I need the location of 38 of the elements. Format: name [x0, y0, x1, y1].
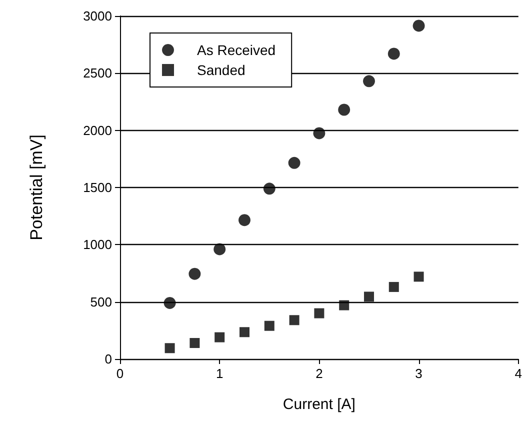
y-tick-label: 1500 [83, 180, 112, 195]
point [214, 243, 226, 256]
x-axis-title: Current [A] [282, 396, 356, 413]
point [264, 320, 274, 331]
legend-label: Sanded [197, 62, 246, 78]
point [263, 182, 276, 195]
point [164, 343, 175, 354]
point [388, 48, 400, 60]
point [238, 214, 250, 226]
point [214, 332, 225, 342]
point [364, 292, 374, 302]
point [388, 282, 399, 292]
legend-label: As Received [197, 42, 276, 58]
point [313, 127, 326, 140]
point [239, 327, 250, 338]
point [412, 20, 425, 32]
point [338, 104, 350, 116]
point [164, 296, 176, 309]
point [188, 268, 201, 280]
y-tick-label: 2000 [83, 122, 112, 138]
point [414, 272, 424, 282]
y-tick-label: 3000 [83, 8, 112, 24]
x-tick-label: 3 [415, 366, 422, 381]
point [314, 308, 324, 318]
point [339, 300, 350, 310]
x-tick-label: 2 [316, 366, 323, 381]
point [190, 338, 200, 348]
point [288, 156, 300, 169]
x-tick-label: 1 [216, 366, 224, 381]
y-tick-label: 2500 [83, 66, 112, 81]
x-tick-label: 0 [116, 366, 124, 381]
x-tick-label: 4 [514, 366, 522, 381]
y-tick-label: 1000 [83, 237, 112, 252]
point [363, 75, 375, 88]
y-axis-title: Potential [mV] [27, 134, 46, 240]
y-tick-label: 0 [104, 352, 112, 366]
y-tick-label: 500 [90, 294, 112, 310]
point [289, 315, 300, 326]
